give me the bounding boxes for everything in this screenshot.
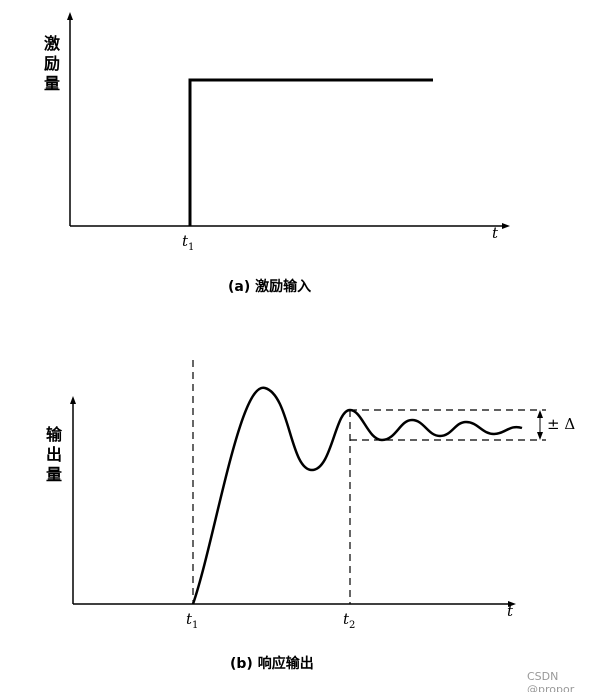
x-label: t (492, 224, 499, 242)
watermark: CSDN @propor (527, 670, 575, 692)
t1-main: t (182, 232, 189, 250)
caption: (a) 激励输入 (228, 279, 312, 295)
t1-label: t1 (182, 232, 194, 253)
t1-sub: 1 (192, 620, 199, 631)
y-label: 输出量 (46, 425, 63, 484)
step-input (188, 78, 433, 226)
tolerance-label: ± Δ (547, 415, 576, 433)
response-curve (191, 386, 523, 605)
t2-label: t2 (343, 610, 355, 631)
caption: (b) 响应输出 (230, 656, 314, 672)
t1-label: t1 (186, 610, 198, 631)
x-label: t (507, 602, 514, 620)
t2-main: t (343, 610, 350, 628)
t2-sub: 2 (349, 620, 356, 631)
t1-sub: 1 (188, 242, 195, 253)
y-label: 激励量 (44, 34, 61, 93)
t1-main: t (186, 610, 193, 628)
